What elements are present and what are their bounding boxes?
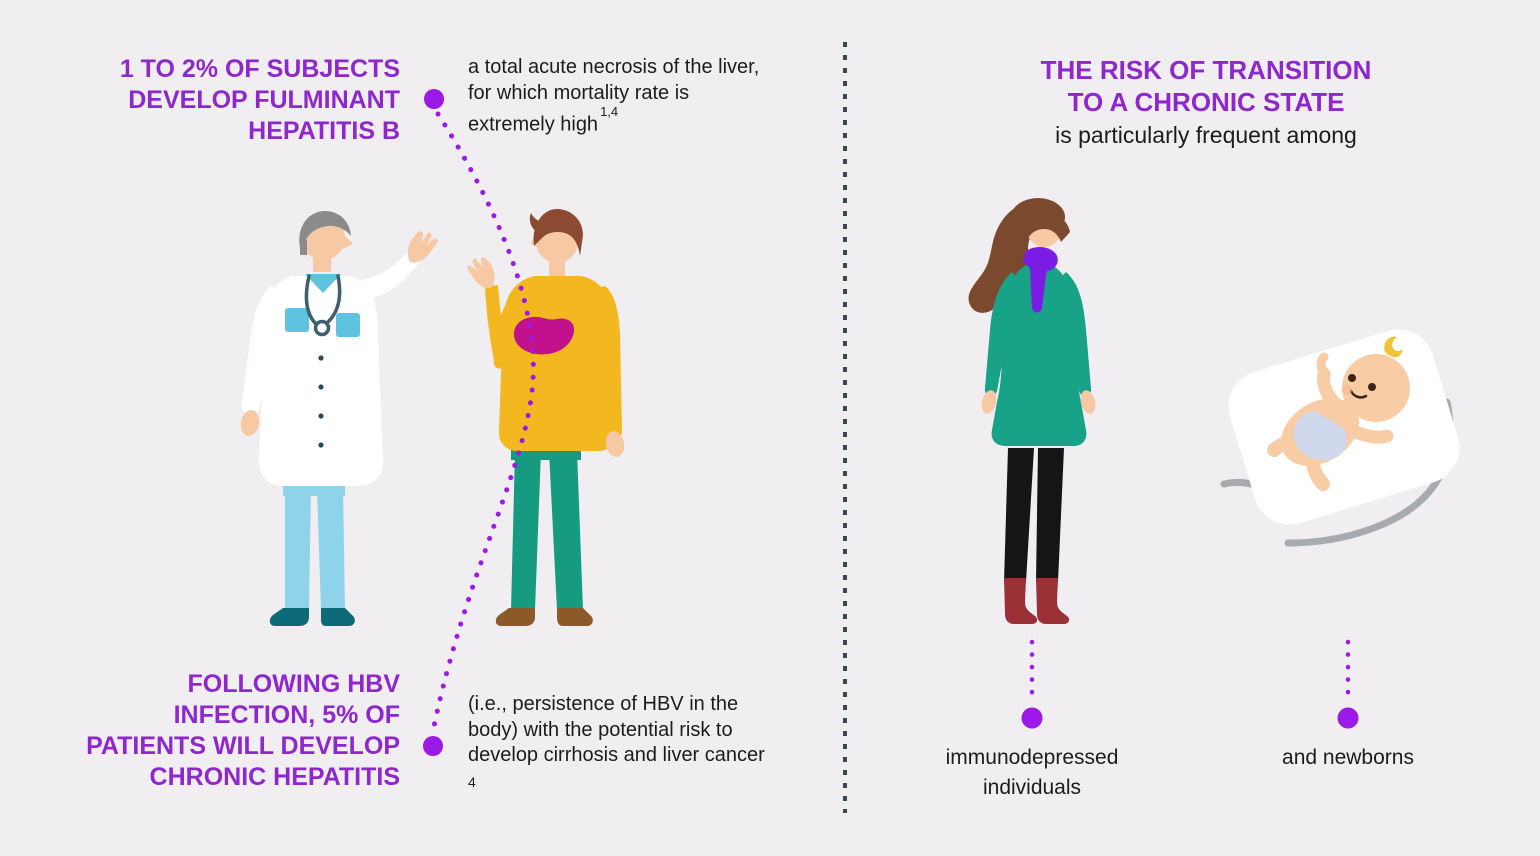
newborns-label: and newborns (1238, 743, 1458, 773)
heading-line: TO A CHRONIC STATE (1067, 86, 1345, 117)
connector-dot-top (424, 89, 444, 109)
heading-line: CHRONIC HEPATITIS (149, 763, 400, 791)
note-line: body) with the potential risk to (468, 718, 733, 741)
label-line: and newborns (1282, 746, 1414, 769)
fulminant-hepatitis-note: a total acute necrosis of the liver, for… (468, 55, 818, 138)
coat-pocket (336, 313, 360, 337)
coat-pocket (285, 308, 309, 332)
heading-line: DEVELOP FULMINANT (128, 86, 400, 114)
heading-line: HEPATITIS B (248, 117, 400, 145)
note-line: develop cirrhosis and liver cancer (468, 744, 765, 766)
fulminant-hepatitis-heading: 1 TO 2% OF SUBJECTS DEVELOP FULMINANT HE… (0, 54, 400, 147)
heading-line: 1 TO 2% OF SUBJECTS (119, 55, 400, 83)
heading-line: THE RISK OF TRANSITION (1040, 55, 1372, 85)
heading-subline: is particularly frequent among (1055, 122, 1357, 148)
note-line: a total acute necrosis of the liver, (468, 56, 760, 78)
baby-illustration (1220, 329, 1460, 547)
hair-curl-icon (1384, 336, 1403, 358)
note-line: extremely high1,4 (468, 104, 619, 136)
heading-line: FOLLOWING HBV (187, 670, 400, 698)
label-line: immunodepressed (945, 746, 1119, 769)
woman-boot (1036, 578, 1070, 624)
chronic-hepatitis-note: (i.e., persistence of HBV in the body) w… (468, 692, 833, 792)
diaper-icon (1293, 411, 1347, 461)
note-line: for which mortality rate is (468, 81, 690, 104)
patient-shoe (557, 608, 593, 626)
patient-figure (467, 209, 625, 626)
doctor-shoe (269, 608, 309, 626)
chronic-hepatitis-heading: FOLLOWING HBV INFECTION, 5% OF PATIENTS … (0, 669, 400, 793)
reference-superscript: 1,4 (600, 104, 619, 119)
connector-dot-bottom (423, 736, 443, 756)
woman-illustration (968, 198, 1096, 624)
baby-figure (1267, 336, 1410, 491)
heading-line: INFECTION, 5% OF (173, 701, 400, 729)
note-line: (i.e., persistence of HBV in the (468, 693, 739, 715)
doctor-figure (240, 211, 438, 626)
immunodepressed-label: immunodepressed individuals (930, 743, 1134, 803)
woman-boot (1004, 578, 1038, 624)
stethoscope-icon (304, 274, 318, 326)
heading-line: PATIENTS WILL DEVELOP (86, 732, 400, 760)
patient-shoe (495, 608, 535, 626)
woman-figure (968, 198, 1096, 624)
doctor-patient-illustration (240, 209, 625, 626)
chronic-transition-heading: THE RISK OF TRANSITION TO A CHRONIC STAT… (1000, 55, 1412, 152)
newborns-dot (1337, 707, 1359, 729)
immunodepressed-dot (1021, 707, 1043, 729)
reference-superscript: 4 (468, 773, 476, 790)
doctor-shoe (320, 608, 355, 626)
scarf-icon (1023, 246, 1058, 272)
label-line: individuals (982, 776, 1082, 799)
